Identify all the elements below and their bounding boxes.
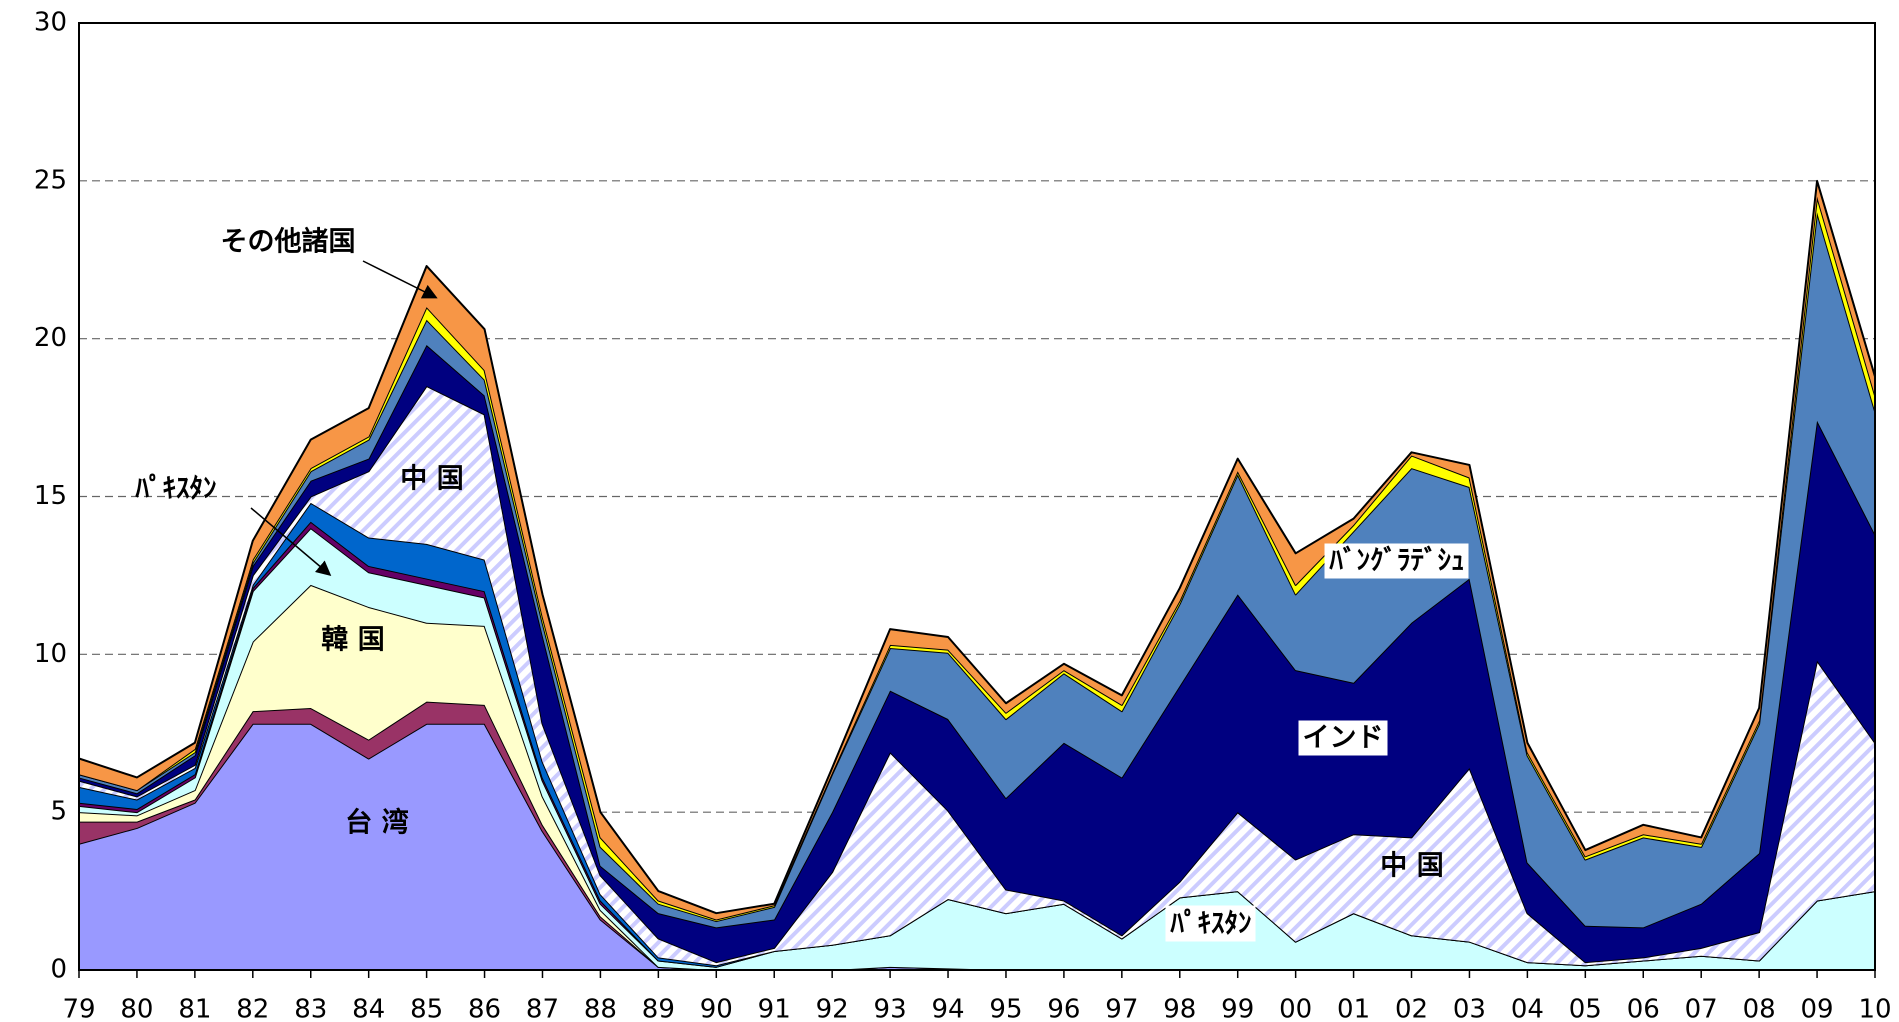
annotation: ﾊﾞﾝｸﾞﾗﾃﾞｼｭ (1329, 546, 1465, 577)
annotation-arrow (250, 507, 332, 576)
x-tick-label: 07 (1685, 995, 1718, 1022)
area (79, 212, 1875, 928)
x-tick-label: 86 (468, 995, 501, 1022)
x-tick-label: 90 (700, 995, 733, 1022)
annotation-arrow (362, 260, 438, 299)
x-tick-label: 03 (1453, 995, 1486, 1022)
y-tick-label: 25 (34, 165, 67, 195)
x-tick-label: 97 (1105, 995, 1138, 1022)
annotation: ﾊﾟｷｽﾀﾝ (135, 473, 217, 505)
x-tick-label: 08 (1743, 995, 1776, 1022)
x-tick-label: 93 (874, 995, 907, 1022)
x-tick-label: 00 (1279, 995, 1312, 1022)
annotation-box (1165, 905, 1256, 942)
x-tick-label: 06 (1627, 995, 1660, 1022)
x-tick-label: 84 (352, 995, 385, 1022)
x-tick-label: 92 (816, 995, 849, 1022)
y-tick-label: 20 (34, 323, 67, 353)
annotation-box (1324, 543, 1469, 579)
annotation: 中 国 (1380, 851, 1443, 882)
y-tick-label: 10 (34, 639, 67, 669)
y-tick-label: 5 (50, 797, 67, 827)
x-tick-label: 83 (294, 995, 327, 1022)
annotation: 中 国 (400, 464, 463, 495)
x-tick-label: 02 (1395, 995, 1428, 1022)
plot-frame (78, 22, 1876, 971)
area-edge (78, 179, 1876, 915)
annotation: 韓 国 (321, 625, 384, 656)
x-tick-label: 05 (1569, 995, 1602, 1022)
x-tick-label: 82 (236, 995, 269, 1022)
area (79, 723, 1875, 970)
x-tick-label: 79 (62, 995, 95, 1022)
x-tick-label: 91 (758, 995, 791, 1022)
x-tick-label: 98 (1163, 995, 1196, 1022)
x-tick-label: 85 (410, 995, 443, 1022)
x-tick-label: 96 (1047, 995, 1080, 1022)
x-tick-label: 81 (178, 995, 211, 1022)
annotation-box (1298, 720, 1388, 756)
x-tick-label: 99 (1221, 995, 1254, 1022)
x-tick-label: 04 (1511, 995, 1544, 1022)
x-tick-label: 88 (584, 995, 617, 1022)
x-tick-label: 87 (526, 995, 559, 1022)
x-tick-label: 89 (642, 995, 675, 1022)
x-tick-label: 95 (989, 995, 1022, 1022)
annotation: インド (1303, 723, 1384, 754)
y-tick-label: 30 (34, 8, 67, 38)
y-tick-label: 15 (34, 481, 67, 511)
area (79, 344, 1875, 963)
x-tick-label: 09 (1801, 995, 1834, 1022)
y-tick-label: 0 (50, 955, 67, 985)
x-tick-label: 01 (1337, 995, 1370, 1022)
x-tick-label: 10 (1858, 995, 1891, 1022)
x-tick-label: 80 (120, 995, 153, 1022)
x-tick-label: 94 (931, 995, 964, 1022)
annotation: その他諸国 (221, 226, 356, 258)
annotation: ﾊﾟｷｽﾀﾝ (1170, 908, 1252, 940)
annotation: 台 湾 (345, 807, 408, 839)
